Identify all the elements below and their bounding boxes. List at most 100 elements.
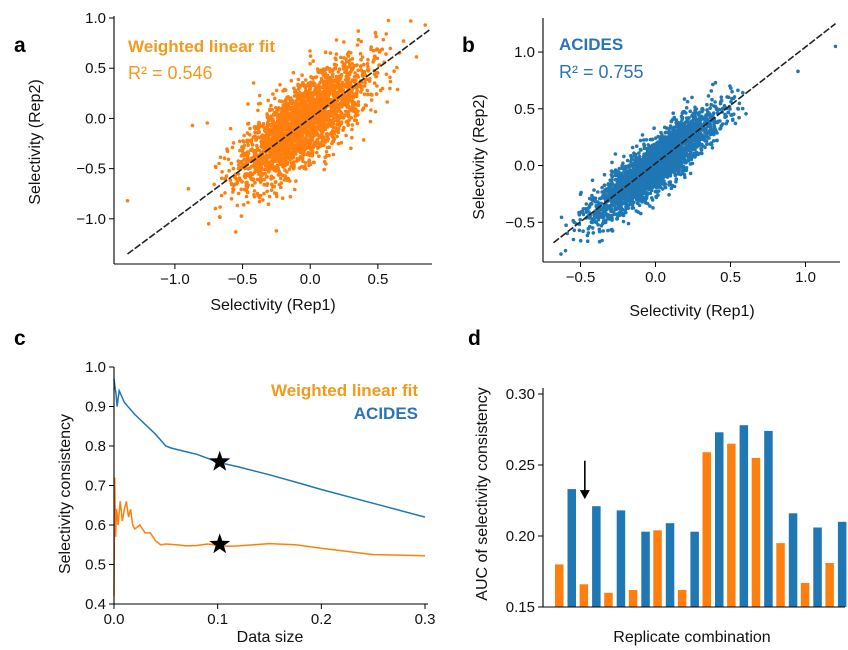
scatter-point <box>286 149 291 154</box>
scatter-point <box>331 87 336 92</box>
scatter-point <box>328 51 333 55</box>
scatter-point <box>341 116 346 120</box>
scatter-point <box>326 137 331 141</box>
scatter-point <box>274 168 279 173</box>
scatter-point <box>285 160 290 165</box>
scatter-point <box>388 75 392 80</box>
scatter-point <box>337 67 342 71</box>
scatter-point <box>268 127 272 132</box>
scatter-point <box>602 172 607 177</box>
scatter-point <box>628 163 632 167</box>
scatter-point <box>277 182 282 187</box>
scatter-point <box>336 114 340 119</box>
scatter-point <box>259 166 263 171</box>
scatter-point <box>730 89 734 94</box>
scatter-point <box>693 148 697 152</box>
scatter-point <box>283 177 288 182</box>
scatter-point <box>688 171 693 176</box>
scatter-point <box>266 98 271 103</box>
scatter-point <box>305 144 310 149</box>
scatter-point <box>288 97 292 102</box>
scatter-point <box>593 219 597 223</box>
scatter-point <box>249 138 254 142</box>
scatter-point <box>693 155 697 159</box>
scatter-point <box>251 81 256 85</box>
scatter-point <box>337 127 341 131</box>
scatter-point <box>711 139 716 143</box>
scatter-point <box>729 100 733 104</box>
scatter-point <box>669 186 674 190</box>
scatter-point <box>347 104 351 109</box>
scatter-point <box>720 106 725 111</box>
scatter-point <box>414 55 419 59</box>
scatter-point <box>334 38 339 42</box>
scatter-point <box>334 63 339 67</box>
scatter-point <box>321 138 325 142</box>
scatter-point <box>305 138 310 143</box>
scatter-point <box>287 137 292 141</box>
scatter-point <box>332 84 336 89</box>
scatter-point <box>621 219 626 224</box>
scatter-point <box>698 151 703 155</box>
scatter-point <box>227 168 231 173</box>
scatter-point <box>356 37 361 42</box>
scatter-point <box>359 57 363 62</box>
scatter-point <box>266 141 271 146</box>
scatter-point <box>288 194 293 199</box>
scatter-point <box>313 87 317 92</box>
y-tick-label: 1.0 <box>85 10 106 27</box>
scatter-point <box>395 87 400 92</box>
scatter-point <box>327 83 331 88</box>
scatter-point <box>658 142 662 147</box>
scatter-point <box>344 76 349 80</box>
scatter-point <box>636 210 640 214</box>
scatter-point <box>273 180 278 185</box>
scatter-point <box>292 187 297 192</box>
scatter-point <box>218 215 222 219</box>
scatter-point <box>319 133 324 137</box>
scatter-point <box>588 216 592 220</box>
scatter-point <box>225 149 230 153</box>
scatter-point <box>320 71 325 75</box>
scatter-point <box>238 148 242 153</box>
scatter-point <box>280 115 285 119</box>
scatter-point <box>362 84 367 88</box>
scatter-point <box>709 141 713 145</box>
scatter-point <box>219 193 224 198</box>
scatter-point <box>373 31 378 36</box>
panel-a-x-ticks: −1.0 −0.5 0.0 0.5 <box>160 264 388 288</box>
scatter-point <box>308 62 312 66</box>
scatter-point <box>719 95 724 99</box>
scatter-point <box>341 101 346 105</box>
scatter-point <box>271 119 276 123</box>
scatter-point <box>348 85 352 89</box>
scatter-point <box>344 57 348 61</box>
scatter-point <box>267 169 271 174</box>
scatter-point <box>325 94 330 98</box>
scatter-point <box>622 154 626 159</box>
scatter-point <box>604 212 609 216</box>
scatter-point <box>737 101 742 106</box>
scatter-point <box>324 117 329 122</box>
scatter-point <box>339 74 343 78</box>
scatter-point <box>296 87 301 91</box>
scatter-point <box>349 115 354 120</box>
scatter-point <box>323 79 327 84</box>
scatter-point <box>263 129 268 133</box>
scatter-point <box>266 134 271 138</box>
scatter-point <box>369 92 374 97</box>
panel-a-scatter: a −1.0 −0.5 0.0 0.5 −1.0−0.50.00.51.0 Selec… <box>14 10 432 314</box>
scatter-point <box>300 128 305 132</box>
scatter-point <box>205 121 210 125</box>
scatter-point <box>386 18 391 23</box>
scatter-point <box>356 113 360 117</box>
scatter-point <box>586 206 591 210</box>
scatter-point <box>355 43 360 47</box>
scatter-point <box>602 190 606 195</box>
scatter-point <box>626 221 631 226</box>
scatter-point <box>688 162 693 166</box>
scatter-point <box>301 81 305 85</box>
scatter-point <box>625 158 630 163</box>
scatter-point <box>282 158 287 162</box>
scatter-point <box>680 117 684 122</box>
